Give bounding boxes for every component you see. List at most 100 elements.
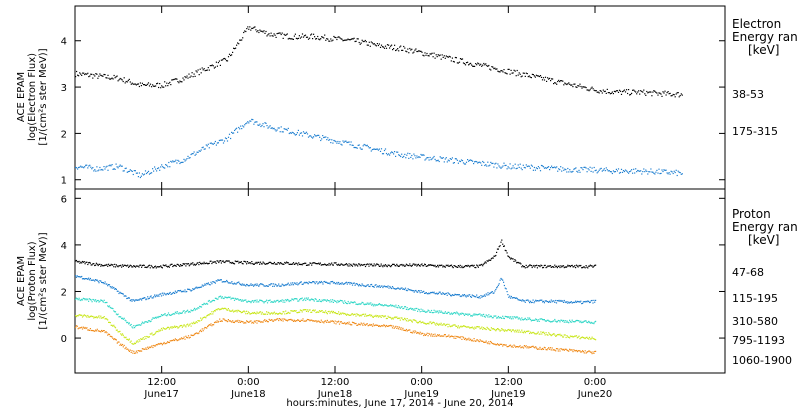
proton-point <box>435 310 437 312</box>
proton-point <box>426 311 428 313</box>
proton-point <box>114 266 117 268</box>
electron-point <box>191 72 193 74</box>
proton-point <box>208 299 210 302</box>
proton-point <box>569 266 571 268</box>
proton-point <box>333 299 335 302</box>
electron-point <box>412 158 414 160</box>
proton-point <box>349 302 351 305</box>
proton-point <box>473 264 475 266</box>
electron-point <box>379 150 382 152</box>
proton-point <box>535 265 537 267</box>
electron-point <box>116 166 118 168</box>
electron-point <box>292 132 294 134</box>
proton-point <box>114 327 117 329</box>
proton-point <box>437 334 439 336</box>
electron-point <box>626 170 628 172</box>
electron-point <box>616 90 618 92</box>
electron-point <box>78 166 80 169</box>
proton-point <box>304 297 306 299</box>
electron-point <box>438 55 440 57</box>
electron-point <box>454 158 456 160</box>
electron-point <box>528 75 530 77</box>
proton-point <box>329 264 331 266</box>
electron-point <box>238 126 240 129</box>
proton-point <box>364 285 366 287</box>
proton-point <box>109 264 111 267</box>
proton-point <box>483 313 485 315</box>
proton-point <box>382 315 384 317</box>
electron-point <box>230 54 232 57</box>
proton-point <box>136 299 138 301</box>
electron-point <box>591 86 593 88</box>
electron-point <box>106 165 108 167</box>
electron-point <box>623 170 626 173</box>
proton-point <box>279 312 281 314</box>
electron-point <box>435 54 437 56</box>
electron-point <box>301 135 304 137</box>
electron-point <box>137 83 139 85</box>
proton-point <box>309 320 311 322</box>
electron-point <box>325 39 327 41</box>
proton-point <box>412 263 414 265</box>
proton-point <box>240 312 242 314</box>
proton-point <box>111 286 113 288</box>
proton-point <box>311 319 313 321</box>
electron-point <box>299 132 301 134</box>
electron-point <box>90 73 92 75</box>
electron-point <box>637 169 639 172</box>
proton-point <box>463 325 466 327</box>
electron-point <box>588 90 590 92</box>
proton-point <box>130 351 132 353</box>
proton-point <box>185 326 187 328</box>
electron-point <box>306 36 309 38</box>
proton-point <box>479 264 481 266</box>
electron-point <box>458 160 461 162</box>
electron-point <box>233 47 235 49</box>
proton-point <box>259 311 261 313</box>
proton-point <box>595 339 597 341</box>
electron-point <box>94 169 96 171</box>
proton-point <box>472 327 474 329</box>
electron-point <box>639 93 641 95</box>
proton-point <box>517 299 519 301</box>
proton-point <box>87 314 89 317</box>
proton-point <box>167 341 169 343</box>
proton-point <box>261 321 263 323</box>
electron-point <box>89 75 91 77</box>
proton-point <box>575 301 578 303</box>
proton-point <box>430 333 433 335</box>
proton-point <box>487 292 489 294</box>
proton-point <box>142 348 144 350</box>
proton-point <box>98 263 100 265</box>
proton-point <box>128 338 130 340</box>
electron-point <box>128 78 130 80</box>
electron-point <box>87 72 89 74</box>
x-date-label-2: June18 <box>317 389 353 400</box>
proton-point <box>239 299 241 301</box>
proton-point <box>419 311 421 313</box>
electron-point <box>509 163 511 165</box>
proton-point <box>504 249 506 251</box>
proton-point <box>238 262 240 264</box>
proton-point <box>497 344 499 346</box>
proton-point <box>275 319 277 321</box>
proton-point <box>593 352 595 354</box>
proton-point <box>555 299 557 302</box>
proton-point <box>584 301 586 303</box>
proton-point <box>80 327 82 329</box>
proton-point <box>114 326 116 328</box>
proton-point <box>509 257 511 259</box>
electron-point <box>455 57 457 59</box>
proton-point <box>549 265 552 267</box>
proton-point <box>240 300 242 302</box>
proton-point <box>505 316 507 318</box>
electron-point <box>369 45 371 47</box>
proton-point <box>564 348 566 350</box>
proton-point <box>219 318 221 320</box>
proton-point <box>575 335 578 337</box>
electron-point <box>626 89 628 91</box>
proton-point <box>584 350 586 352</box>
proton-point <box>106 318 108 320</box>
proton-point <box>384 324 386 327</box>
proton-point <box>212 261 214 263</box>
